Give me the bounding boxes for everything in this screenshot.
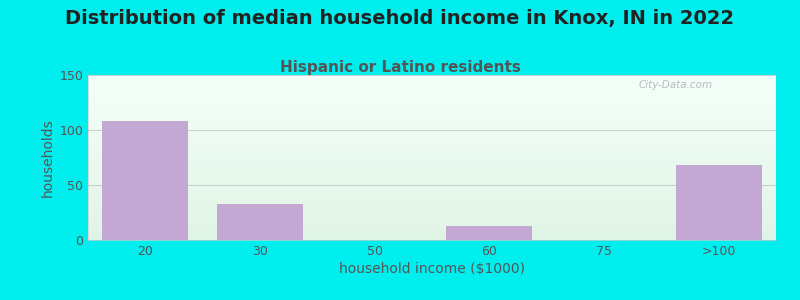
Bar: [217, 204, 303, 240]
Bar: [446, 226, 532, 240]
Text: Hispanic or Latino residents: Hispanic or Latino residents: [279, 60, 521, 75]
Text: Distribution of median household income in Knox, IN in 2022: Distribution of median household income …: [66, 9, 734, 28]
Y-axis label: households: households: [41, 118, 55, 197]
X-axis label: household income ($1000): household income ($1000): [339, 262, 525, 276]
Bar: [676, 165, 762, 240]
Text: City-Data.com: City-Data.com: [638, 80, 713, 90]
Bar: [102, 121, 188, 240]
